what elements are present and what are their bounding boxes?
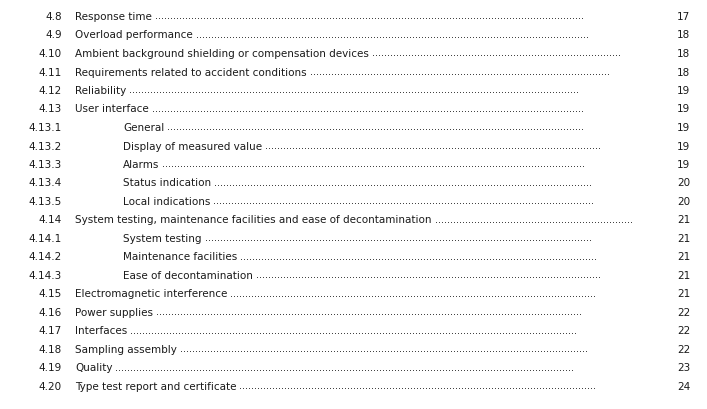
Text: 19: 19 [677,160,690,170]
Text: ................................................................................: ........................................… [214,196,595,206]
Text: System testing, maintenance facilities and ease of decontamination: System testing, maintenance facilities a… [75,215,431,225]
Text: ................................................................................: ........................................… [256,270,601,279]
Text: ................................................................................: ........................................… [265,140,601,150]
Text: 19: 19 [677,141,690,151]
Text: ................................................................................: ........................................… [130,325,577,335]
Text: 21: 21 [677,270,690,280]
Text: 4.17: 4.17 [39,326,62,336]
Text: 22: 22 [677,326,690,336]
Text: 4.11: 4.11 [39,67,62,77]
Text: ................................................................................: ........................................… [196,29,589,40]
Text: 21: 21 [677,215,690,225]
Text: 4.13.1: 4.13.1 [29,123,62,133]
Text: Maintenance facilities: Maintenance facilities [123,252,238,262]
Text: ................................................................................: ........................................… [129,85,579,95]
Text: 24: 24 [677,381,690,391]
Text: Sampling assembly: Sampling assembly [75,344,177,354]
Text: ................................................................................: ........................................… [240,251,597,261]
Text: ................................................................................: ........................................… [240,380,597,390]
Text: ................................................................................: ........................................… [155,11,584,21]
Text: User interface: User interface [75,104,148,114]
Text: Ease of decontamination: Ease of decontamination [123,270,253,280]
Text: 21: 21 [677,289,690,299]
Text: Type test report and certificate: Type test report and certificate [75,381,237,391]
Text: Response time: Response time [75,12,152,22]
Text: 4.13.4: 4.13.4 [29,178,62,188]
Text: Interfaces: Interfaces [75,326,127,336]
Text: System testing: System testing [123,234,201,243]
Text: ................................................................................: ........................................… [163,159,585,169]
Text: Quality: Quality [75,363,112,373]
Text: 23: 23 [677,363,690,373]
Text: 22: 22 [677,307,690,317]
Text: 21: 21 [677,252,690,262]
Text: Requirements related to accident conditions: Requirements related to accident conditi… [75,67,307,77]
Text: 18: 18 [677,67,690,77]
Text: 21: 21 [677,234,690,243]
Text: 22: 22 [677,344,690,354]
Text: 19: 19 [677,86,690,96]
Text: 4.14.1: 4.14.1 [29,234,62,243]
Text: ................................................................................: ........................................… [310,66,609,76]
Text: Alarms: Alarms [123,160,159,170]
Text: Electromagnetic interference: Electromagnetic interference [75,289,228,299]
Text: 4.13.2: 4.13.2 [29,141,62,151]
Text: Reliability: Reliability [75,86,127,96]
Text: 4.12: 4.12 [39,86,62,96]
Text: 4.18: 4.18 [39,344,62,354]
Text: ................................................................................: ........................................… [204,233,592,243]
Text: General: General [123,123,164,133]
Text: Overload performance: Overload performance [75,30,193,40]
Text: Display of measured value: Display of measured value [123,141,262,151]
Text: Local indications: Local indications [123,196,211,207]
Text: 4.13.5: 4.13.5 [29,196,62,207]
Text: 17: 17 [677,12,690,22]
Text: Power supplies: Power supplies [75,307,153,317]
Text: 20: 20 [677,196,690,207]
Text: ..................................................................: ........................................… [435,214,633,224]
Text: 20: 20 [677,178,690,188]
Text: 4.9: 4.9 [45,30,62,40]
Text: 4.14: 4.14 [39,215,62,225]
Text: 4.13.3: 4.13.3 [29,160,62,170]
Text: 19: 19 [677,123,690,133]
Text: ................................................................................: ........................................… [152,103,584,113]
Text: ................................................................................: ........................................… [372,48,621,58]
Text: 19: 19 [677,104,690,114]
Text: 4.8: 4.8 [45,12,62,22]
Text: 4.14.3: 4.14.3 [29,270,62,280]
Text: 4.16: 4.16 [39,307,62,317]
Text: ................................................................................: ........................................… [115,362,575,372]
Text: Ambient background shielding or compensation devices: Ambient background shielding or compensa… [75,49,369,59]
Text: 4.14.2: 4.14.2 [29,252,62,262]
Text: 4.20: 4.20 [39,381,62,391]
Text: 18: 18 [677,30,690,40]
Text: 18: 18 [677,49,690,59]
Text: 4.13: 4.13 [39,104,62,114]
Text: Status indication: Status indication [123,178,211,188]
Text: ................................................................................: ........................................… [214,177,592,187]
Text: ................................................................................: ........................................… [230,288,597,298]
Text: 4.15: 4.15 [39,289,62,299]
Text: ................................................................................: ........................................… [156,306,582,316]
Text: 4.10: 4.10 [39,49,62,59]
Text: 4.19: 4.19 [39,363,62,373]
Text: ................................................................................: ........................................… [168,122,584,132]
Text: ................................................................................: ........................................… [180,343,588,353]
